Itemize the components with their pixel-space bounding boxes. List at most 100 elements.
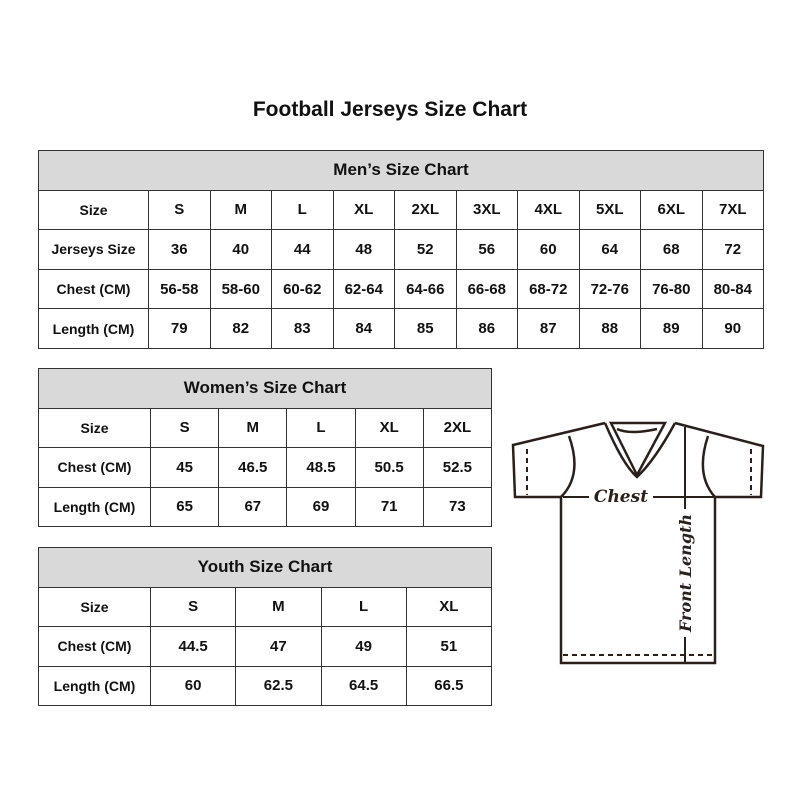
row-label: Chest (CM)	[38, 447, 151, 488]
table-cell: 66.5	[405, 665, 493, 706]
table-cell: 68	[640, 229, 703, 270]
table-cell: 62.5	[235, 665, 322, 706]
table-cell: XL	[332, 189, 395, 231]
table-cell: 3XL	[455, 189, 518, 231]
front-length-label: Front Length	[676, 514, 695, 633]
table-cell: S	[149, 586, 237, 627]
table-cell: 44.5	[149, 626, 237, 667]
table-row: Size S M L XL	[38, 586, 493, 627]
table-cell: 52.5	[422, 447, 493, 488]
table-cell: 73	[422, 486, 493, 527]
table-cell: L	[286, 407, 356, 448]
mens-size-table: Men’s Size Chart Size S M L XL 2XL 3XL 4XL 5XL 6X…	[38, 150, 764, 349]
table-cell: 56-58	[148, 268, 211, 310]
table-cell: 64-66	[394, 268, 457, 310]
row-label: Jerseys Size	[38, 229, 149, 270]
table-cell: 86	[455, 308, 518, 349]
table-row: Size S M L XL 2XL 3XL 4XL 5XL 6XL 7XL	[38, 189, 764, 231]
table-cell: 68-72	[517, 268, 580, 310]
table-cell: 2XL	[422, 407, 493, 448]
row-label: Chest (CM)	[38, 626, 151, 667]
table-cell: 72-76	[578, 268, 641, 310]
table-row: Size S M L XL 2XL	[38, 407, 493, 448]
womens-size-table: Women’s Size Chart Size S M L XL 2XL Chest (CM…	[38, 368, 493, 527]
table-cell: 58-60	[209, 268, 272, 310]
table-row: Chest (CM) 45 46.5 48.5 50.5 52.5	[38, 447, 493, 488]
table-cell: 76-80	[640, 268, 703, 310]
chest-label: Chest	[594, 487, 648, 507]
row-label: Length (CM)	[38, 308, 149, 349]
table-cell: 85	[394, 308, 457, 349]
table-cell: L	[320, 586, 407, 627]
table-cell: 67	[218, 486, 288, 527]
jersey-diagram: Chest Front Length	[511, 421, 765, 665]
table-cell: 6XL	[640, 189, 703, 231]
table-cell: 48.5	[286, 447, 356, 488]
youth-caption: Youth Size Chart	[38, 547, 492, 588]
table-cell: 65	[149, 486, 220, 527]
table-cell: XL	[354, 407, 424, 448]
table-cell: 50.5	[354, 447, 424, 488]
table-cell: 51	[405, 626, 493, 667]
table-cell: L	[271, 189, 334, 231]
table-row: Chest (CM) 44.5 47 49 51	[38, 626, 493, 667]
table-cell: 47	[235, 626, 322, 667]
table-cell: 62-64	[332, 268, 395, 310]
table-cell: 60	[517, 229, 580, 270]
table-cell: 79	[148, 308, 211, 349]
table-cell: M	[235, 586, 322, 627]
table-cell: 84	[332, 308, 395, 349]
mens-caption: Men’s Size Chart	[38, 150, 764, 191]
table-cell: 40	[209, 229, 272, 270]
table-cell: 2XL	[394, 189, 457, 231]
table-cell: M	[209, 189, 272, 231]
table-row: Length (CM) 65 67 69 71 73	[38, 486, 493, 527]
table-cell: 44	[271, 229, 334, 270]
row-label: Size	[38, 189, 149, 231]
table-row: Jerseys Size 36 40 44 48 52 56 60 64 68 72	[38, 229, 764, 270]
table-cell: 4XL	[517, 189, 580, 231]
row-label: Size	[38, 407, 151, 448]
row-label: Length (CM)	[38, 665, 151, 706]
table-cell: 5XL	[578, 189, 641, 231]
page-title: Football Jerseys Size Chart	[252, 98, 528, 121]
sleeve-seams	[560, 435, 716, 498]
table-cell: 36	[148, 229, 211, 270]
table-cell: 64.5	[320, 665, 407, 706]
table-cell: 60-62	[271, 268, 334, 310]
table-cell: S	[149, 407, 220, 448]
table-cell: 48	[332, 229, 395, 270]
table-cell: 89	[640, 308, 703, 349]
table-cell: 82	[209, 308, 272, 349]
table-cell: 71	[354, 486, 424, 527]
table-cell: 45	[149, 447, 220, 488]
table-cell: 69	[286, 486, 356, 527]
table-cell: 52	[394, 229, 457, 270]
table-cell: 87	[517, 308, 580, 349]
table-cell: 46.5	[218, 447, 288, 488]
table-row: Chest (CM) 56-58 58-60 60-62 62-64 64-66 66-68…	[38, 268, 764, 310]
measure-lines	[563, 427, 715, 663]
table-cell: 80-84	[701, 268, 764, 310]
table-cell: 90	[701, 308, 764, 349]
table-row: Length (CM) 60 62.5 64.5 66.5	[38, 665, 493, 706]
jersey-collar	[603, 421, 677, 479]
row-label: Length (CM)	[38, 486, 151, 527]
womens-caption: Women’s Size Chart	[38, 368, 492, 409]
youth-size-table: Youth Size Chart Size S M L XL Chest (CM) 44.5…	[38, 547, 493, 706]
jersey-outline	[511, 421, 765, 665]
table-cell: S	[148, 189, 211, 231]
table-cell: 64	[578, 229, 641, 270]
table-cell: 60	[149, 665, 237, 706]
table-cell: 83	[271, 308, 334, 349]
table-cell: 7XL	[701, 189, 764, 231]
hem-dashed-lines	[526, 449, 752, 656]
table-row: Length (CM) 79 82 83 84 85 86 87 88 89 90	[38, 308, 764, 349]
table-cell: 56	[455, 229, 518, 270]
row-label: Size	[38, 586, 151, 627]
table-cell: M	[218, 407, 288, 448]
table-cell: 72	[701, 229, 764, 270]
table-cell: 49	[320, 626, 407, 667]
row-label: Chest (CM)	[38, 268, 149, 310]
table-cell: 66-68	[455, 268, 518, 310]
